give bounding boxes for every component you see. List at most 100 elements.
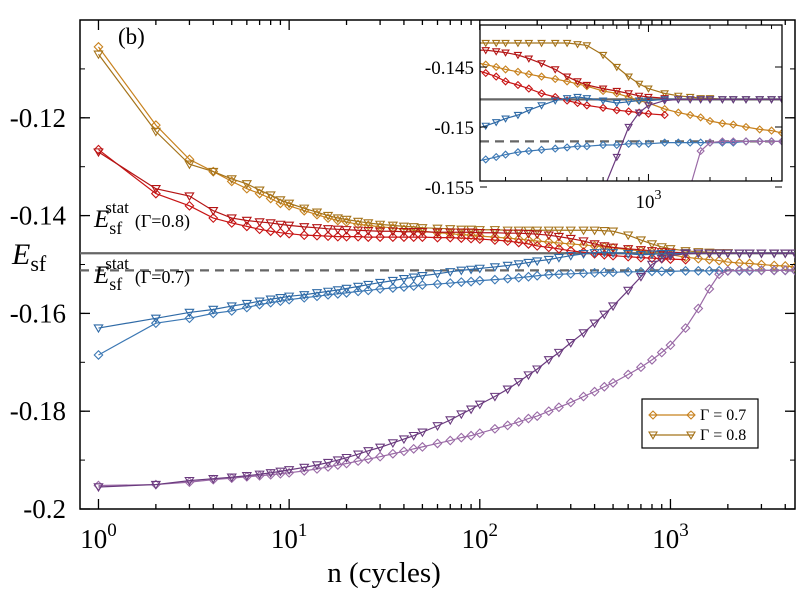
inset-data-point [777, 96, 782, 104]
main-data-point [456, 432, 467, 443]
inset-data-point [457, 448, 464, 454]
legend-label: Γ = 0.8 [700, 427, 746, 444]
main-data-point [744, 258, 755, 269]
main-data-point [332, 225, 343, 235]
inset-data-point [598, 85, 608, 93]
main-data-point [184, 476, 195, 486]
y-tick-label: -0.16 [10, 298, 66, 328]
main-data-point [93, 349, 104, 360]
main-data-point [387, 439, 399, 449]
inset-data-point [491, 48, 501, 56]
main-data-point [744, 249, 755, 259]
main-data-point [532, 236, 543, 247]
y-tick-label: -0.12 [10, 103, 66, 133]
main-data-point [226, 305, 237, 316]
main-data-point [208, 305, 219, 315]
main-data-point [208, 474, 219, 484]
main-data-point [417, 441, 428, 452]
inset-data-point [644, 93, 653, 102]
y-axis-label: Esf [11, 238, 47, 276]
main-data-point [704, 283, 715, 294]
main-data-point [265, 219, 276, 229]
main-data-point [254, 224, 265, 235]
inset-data-point [573, 93, 582, 102]
legend-box [641, 398, 759, 449]
main-data-point [408, 281, 419, 291]
main-data-point [432, 228, 443, 238]
main-data-point [680, 252, 691, 263]
main-data-point [312, 230, 322, 241]
inset-data-point [537, 89, 546, 98]
inset-data-point [634, 97, 644, 105]
main-data-point [341, 284, 352, 294]
main-data-point [578, 268, 589, 279]
main-data-point [322, 287, 334, 297]
y-tick-label: -0.2 [23, 494, 66, 524]
main-data-point [417, 280, 428, 291]
main-data-point [599, 310, 610, 320]
main-data-point [363, 285, 374, 296]
main-data-point [254, 218, 265, 228]
inset-data-point [515, 484, 522, 491]
main-data-point [553, 348, 565, 358]
inset-data-point [741, 96, 751, 104]
inset-data-point [582, 95, 592, 103]
inset-data-point [624, 98, 633, 107]
main-data-point [744, 265, 755, 276]
main-data-point [714, 255, 725, 266]
inset-data-point [550, 39, 560, 48]
main-data-point [523, 258, 534, 268]
main-data-point [523, 229, 534, 239]
inset-data-point [624, 90, 633, 98]
main-data-point [408, 232, 419, 243]
inset-data-point [573, 142, 582, 151]
inset-data-point [660, 104, 669, 114]
inset-data-point [501, 77, 510, 86]
main-data-point [734, 249, 745, 259]
main-data-point [553, 253, 565, 263]
main-data-point [513, 416, 524, 427]
main-data-point [226, 214, 237, 224]
main-data-point [398, 232, 409, 243]
inset-data-point [538, 316, 545, 322]
inset-data-point [537, 145, 546, 154]
main-data-point [623, 369, 634, 380]
inset-data-point [481, 122, 491, 131]
inset-data-point [686, 138, 695, 147]
main-data-point [543, 237, 554, 247]
main-data-point [265, 295, 276, 305]
inset-data-point [582, 142, 592, 151]
inset-data-point [537, 39, 546, 48]
inset-data-point [645, 322, 652, 329]
main-data-point [523, 371, 534, 381]
main-data-point [578, 391, 589, 402]
main-data-point [332, 288, 343, 299]
main-data-point [363, 227, 374, 236]
main-data-point [363, 454, 374, 465]
main-data-point [756, 249, 767, 259]
main-data-point [474, 226, 485, 235]
inset-data-point [687, 184, 694, 191]
main-series-line [98, 251, 795, 329]
legend-marker [686, 410, 696, 420]
inset-data-point [513, 67, 523, 76]
inset-data-point [673, 96, 683, 104]
inset-data-point [573, 78, 582, 86]
main-data-point [363, 232, 374, 243]
main-data-point [466, 430, 477, 441]
main-data-point [322, 225, 334, 234]
main-data-point [553, 232, 565, 242]
main-data-point [275, 220, 286, 230]
main-data-point [93, 50, 104, 60]
main-data-point [353, 231, 364, 242]
main-data-point [693, 303, 704, 314]
main-data-point [532, 365, 543, 375]
inset-data-point [634, 80, 644, 89]
main-data-point [417, 428, 428, 438]
main-data-point [265, 226, 276, 237]
main-data-point [352, 226, 364, 236]
main-data-point [226, 217, 237, 228]
main-data-point [704, 249, 715, 259]
main-data-point [578, 226, 589, 236]
main-data-point [607, 249, 619, 258]
